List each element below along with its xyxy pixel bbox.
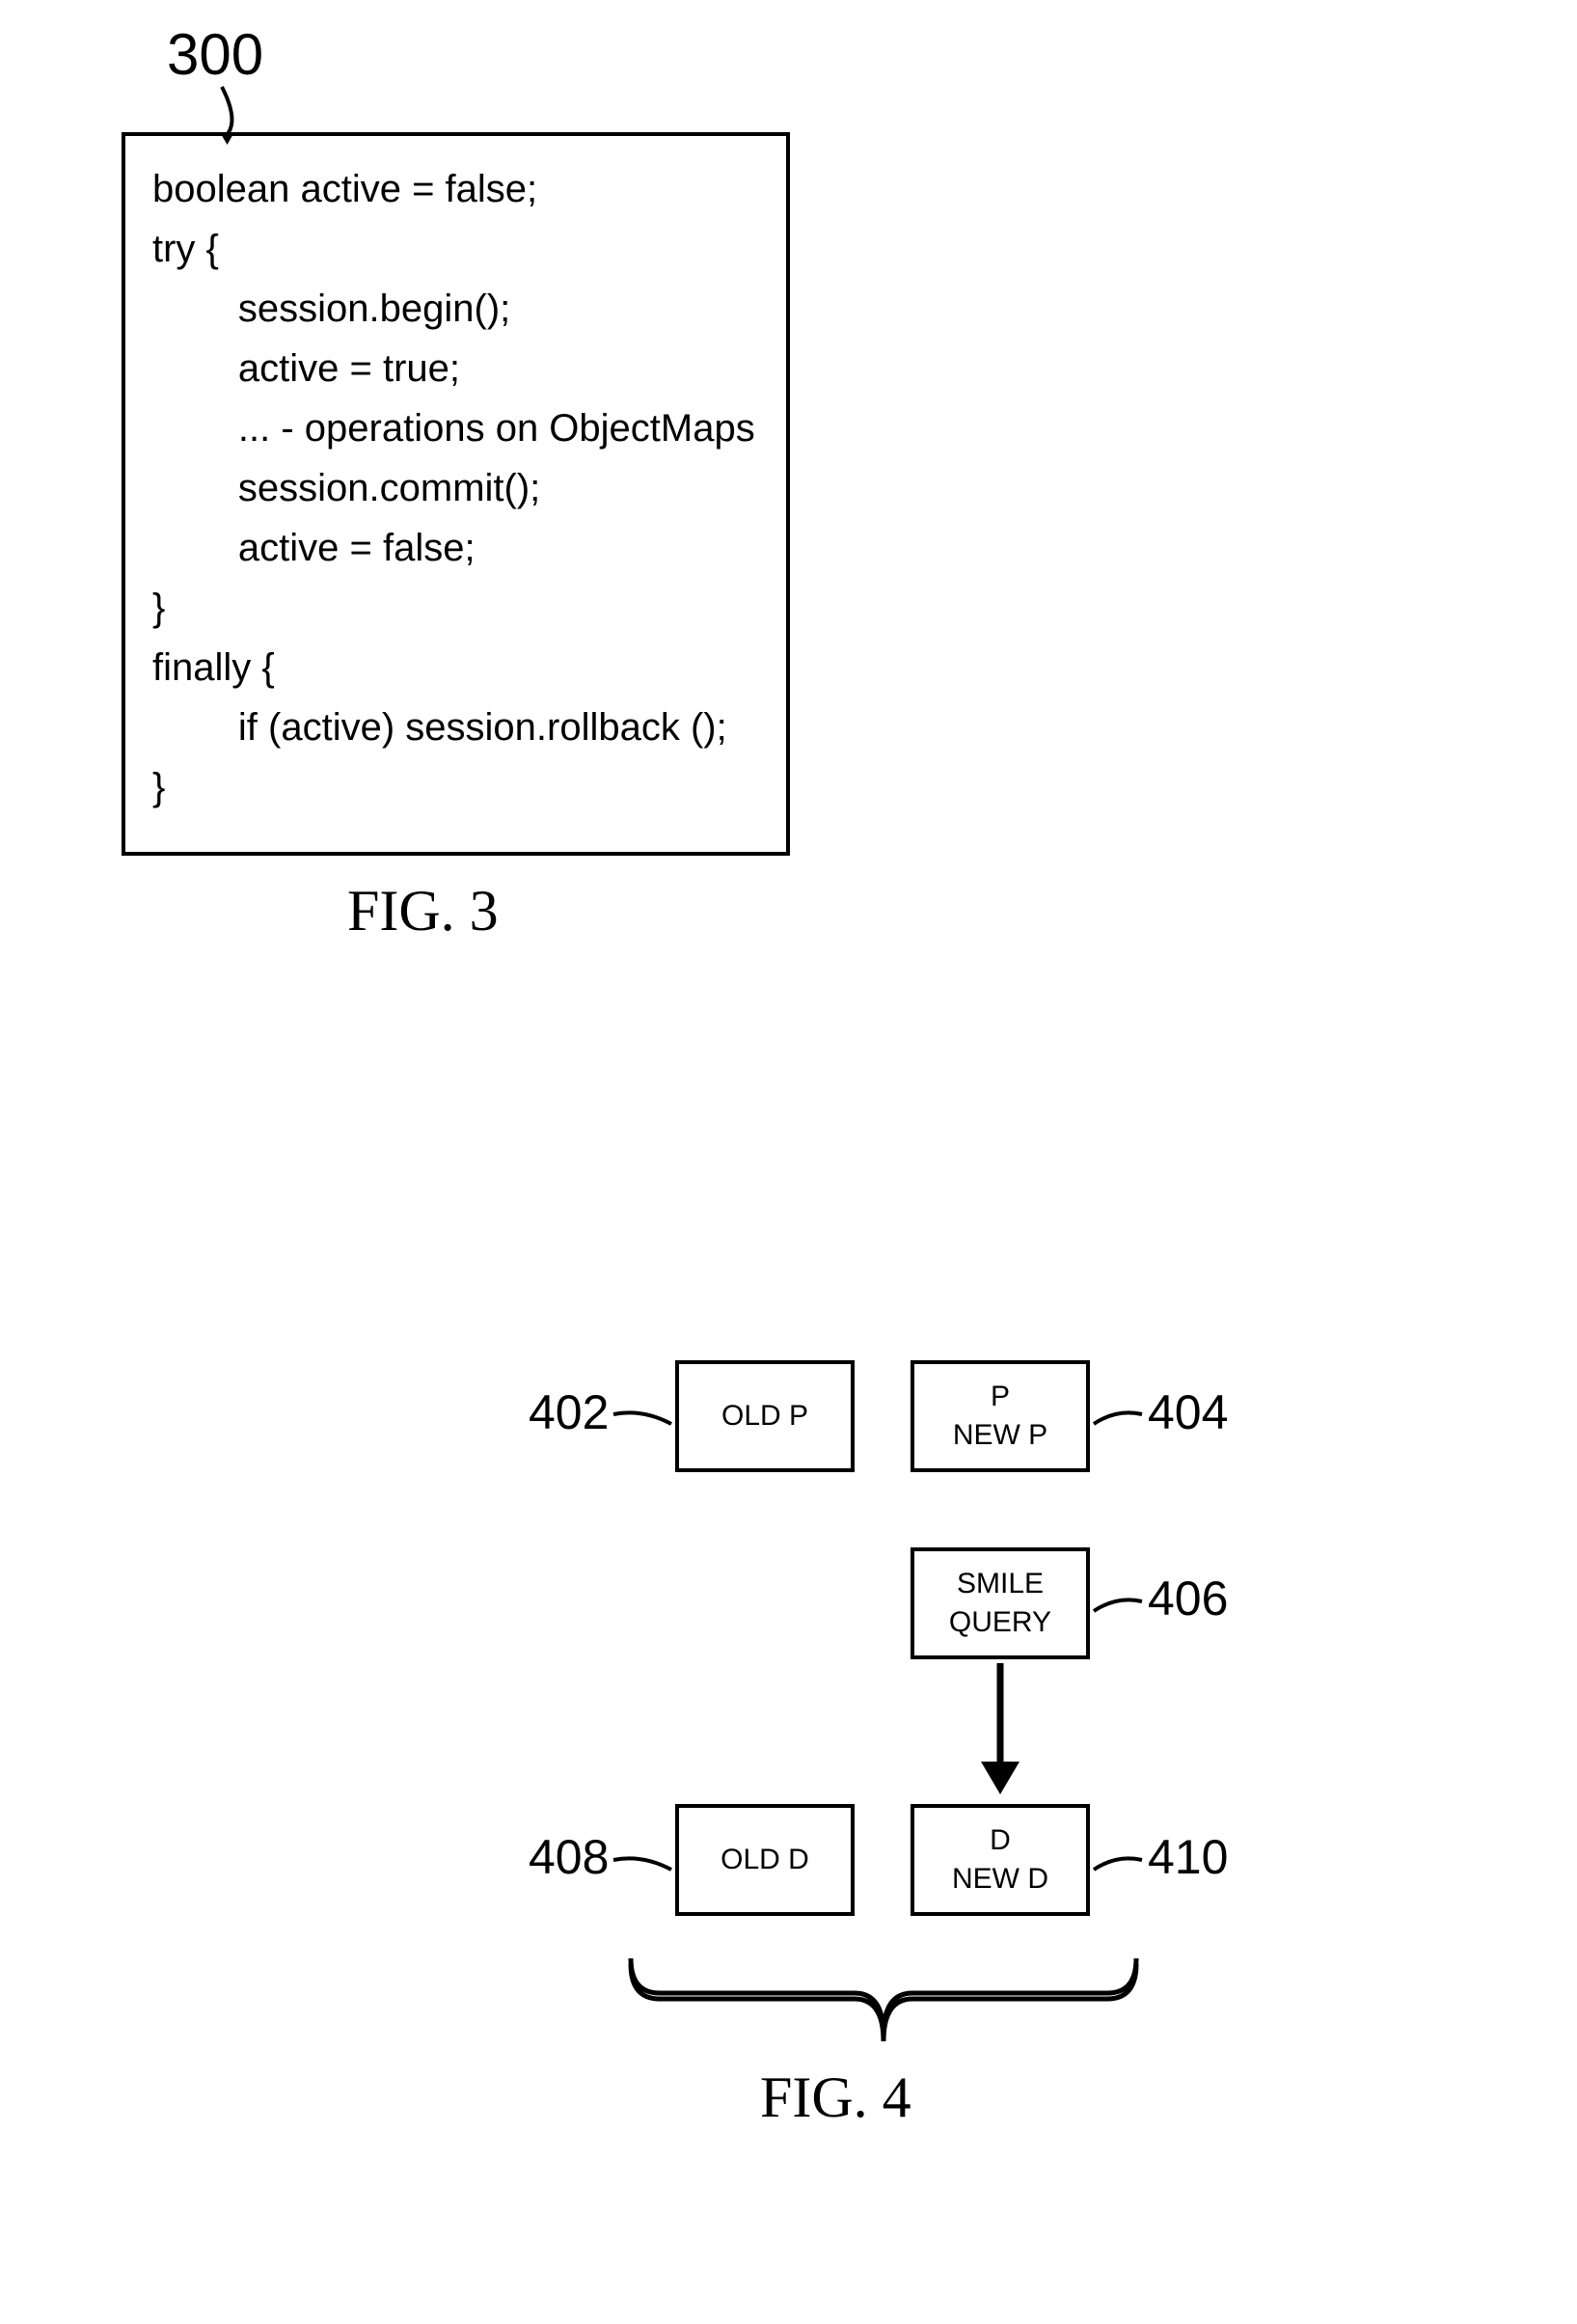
fig4-svg-layer [0, 0, 1577, 2324]
fig4-arrow-head [981, 1762, 1020, 1794]
fig4-ref-connector-new_p [1094, 1412, 1142, 1424]
fig4-ref-connector-old_p [613, 1412, 671, 1424]
fig4-ref-connector-old_d [613, 1858, 671, 1870]
fig4-ref-connector-query [1094, 1599, 1142, 1611]
page: 300 boolean active = false;try { session… [0, 0, 1577, 2324]
fig4-ref-connector-new_d [1094, 1858, 1142, 1870]
fig4-brace-path [631, 1964, 1136, 2041]
fig4-caption: FIG. 4 [760, 2064, 911, 2131]
